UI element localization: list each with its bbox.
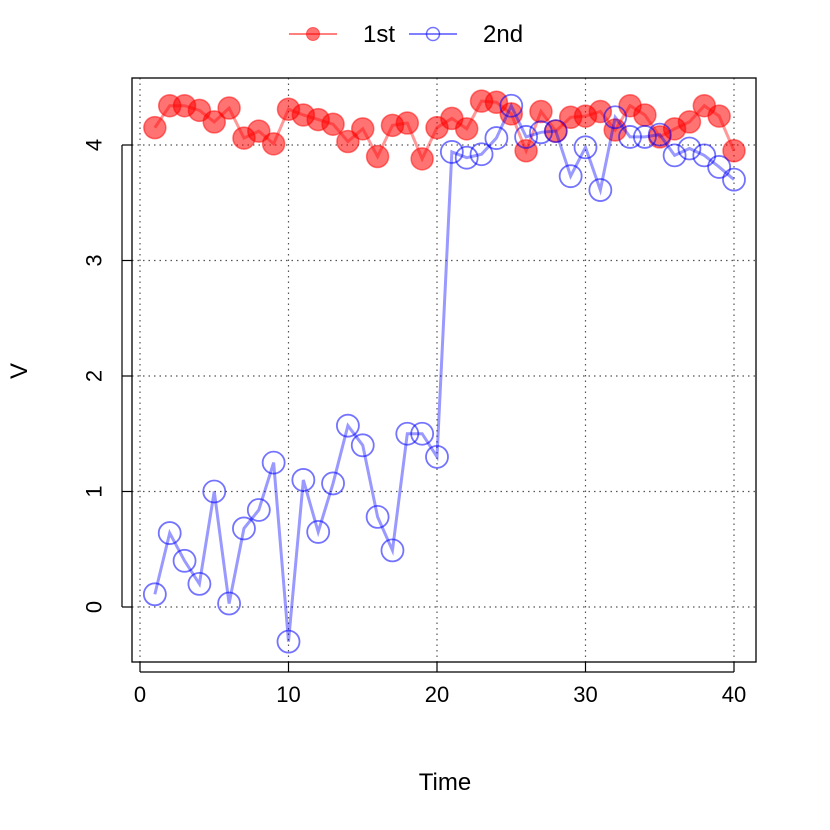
data-point [217, 96, 241, 120]
data-point [335, 413, 360, 438]
data-point [336, 129, 360, 154]
data-point [722, 167, 746, 192]
data-point [722, 139, 746, 163]
data-point [588, 99, 613, 124]
data-point [321, 112, 345, 136]
y-tick-label: 0 [82, 601, 107, 613]
data-point [573, 135, 598, 160]
data-point [558, 164, 583, 189]
data-point [410, 147, 434, 171]
legend-label: 1st [363, 21, 395, 48]
data-point [514, 139, 538, 163]
data-point [499, 93, 524, 118]
data-point [202, 479, 227, 504]
series-line [153, 102, 735, 642]
data-point [677, 110, 702, 134]
x-axis: 0 10 20 30 40 [134, 662, 746, 707]
data-point [707, 104, 731, 128]
data-point [246, 498, 271, 522]
data-point [425, 444, 449, 469]
data-point [351, 117, 375, 141]
data-point [217, 591, 242, 616]
data-point [588, 178, 613, 202]
data-point [276, 629, 301, 654]
plot-frame [131, 77, 757, 663]
x-axis-label: Time [419, 769, 471, 796]
legend-marker [425, 26, 441, 42]
y-tick-label: 2 [82, 370, 107, 382]
data-point [261, 132, 286, 156]
legend-marker [306, 27, 320, 41]
data-point [633, 103, 657, 127]
data-point [247, 119, 271, 143]
data-point [439, 140, 464, 164]
data-point [306, 520, 331, 544]
data-point [692, 143, 717, 168]
data-point [157, 521, 182, 545]
y-tick-label: 1 [82, 485, 107, 497]
series-2 [142, 93, 746, 654]
data-point [410, 421, 435, 446]
y-axis: 0 1 2 3 4 [82, 139, 132, 613]
data-point [454, 145, 479, 170]
data-point [633, 125, 657, 149]
data-point [469, 142, 494, 167]
grid [132, 78, 756, 662]
data-point [603, 118, 627, 142]
data-point [380, 538, 405, 563]
y-tick-label: 3 [82, 254, 107, 266]
data-point [143, 115, 167, 140]
legend-label: 2nd [483, 21, 523, 48]
data-point [321, 471, 345, 496]
data-point [529, 120, 553, 145]
data-point [395, 111, 420, 135]
data-point [499, 102, 523, 126]
data-point [454, 117, 479, 141]
data-point [707, 155, 732, 179]
series-layer [142, 89, 746, 654]
y-tick-label: 4 [82, 139, 107, 151]
data-point [484, 126, 509, 150]
data-point [647, 122, 672, 147]
data-point [142, 582, 167, 607]
legend-entry-2: 2nd [409, 21, 523, 48]
data-point [172, 548, 197, 573]
x-tick-label: 10 [276, 682, 300, 707]
y-axis-label: V [6, 363, 33, 379]
x-tick-label: 30 [573, 682, 597, 707]
data-point [232, 516, 256, 541]
data-point [291, 468, 316, 492]
data-point [395, 421, 420, 446]
data-point [677, 136, 702, 161]
data-point [187, 572, 212, 596]
data-point [350, 433, 375, 458]
legend: 1st 2nd [289, 21, 523, 48]
x-tick-label: 0 [134, 682, 146, 707]
series-1 [143, 89, 746, 171]
data-point [514, 125, 538, 149]
data-point [603, 105, 628, 130]
legend-entry-1: 1st [289, 21, 395, 48]
data-point [261, 450, 286, 475]
data-point [365, 144, 390, 169]
x-tick-label: 40 [722, 682, 746, 707]
data-point [202, 110, 226, 134]
data-point [618, 125, 642, 149]
data-point [365, 505, 390, 529]
data-point [543, 119, 568, 144]
x-tick-label: 20 [425, 682, 449, 707]
data-point [662, 143, 687, 168]
data-point [529, 99, 553, 124]
